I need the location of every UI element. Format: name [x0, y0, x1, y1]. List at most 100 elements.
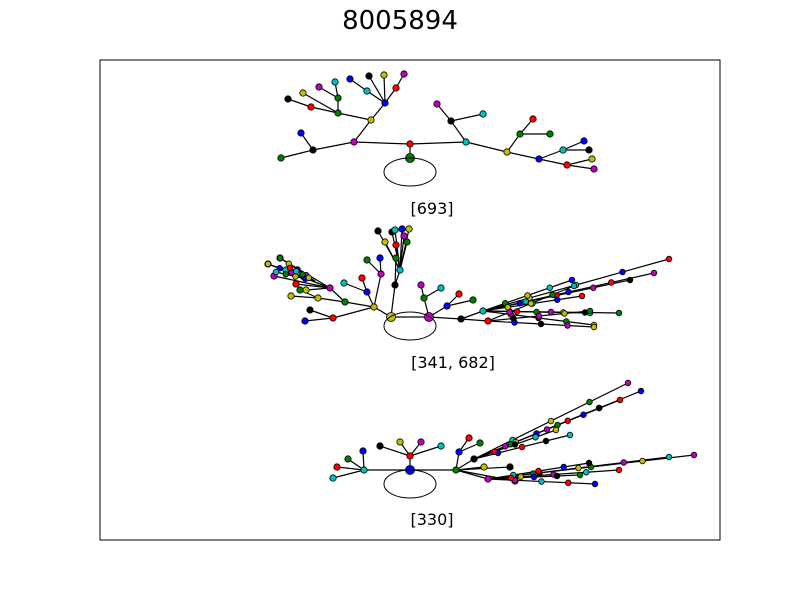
tree-node — [360, 466, 368, 474]
plot-frame — [99, 59, 721, 541]
tree-node — [447, 117, 455, 125]
tree-edge — [379, 445, 411, 457]
fan-node — [690, 451, 698, 459]
tree-node — [367, 116, 375, 124]
fan-node — [518, 443, 526, 451]
tree-edge — [343, 282, 368, 293]
tree-edge — [394, 257, 397, 286]
fan-node — [272, 268, 280, 276]
tree-node — [437, 284, 445, 292]
tree-node — [403, 238, 411, 246]
fan-node — [565, 288, 572, 296]
tree-edge — [383, 74, 386, 104]
tree-node — [365, 72, 373, 80]
fan-node — [513, 308, 521, 315]
fan-node — [586, 307, 594, 315]
tree-edge — [506, 151, 540, 160]
tree-node — [506, 463, 514, 471]
tree-node — [400, 70, 408, 78]
fan-node — [615, 309, 623, 317]
tree-node — [417, 438, 425, 446]
tree-edge — [390, 284, 396, 318]
tree-node — [546, 130, 554, 138]
fan-node — [624, 379, 632, 387]
tree-node — [359, 447, 367, 455]
tree-node — [406, 452, 414, 460]
root-loop-1 — [383, 157, 437, 187]
fan-node — [276, 254, 284, 262]
tree-node — [299, 89, 307, 97]
fan-node — [626, 276, 634, 284]
fan-node — [580, 411, 587, 418]
tree-node — [334, 94, 342, 102]
tree-node — [437, 442, 445, 450]
tree-node — [417, 281, 425, 289]
fan-node — [637, 387, 645, 395]
fan-node — [553, 472, 561, 480]
fan-node — [506, 309, 513, 316]
tree-edge — [368, 75, 386, 104]
fan-node — [547, 417, 555, 425]
tree-node — [420, 294, 428, 302]
tree-edge — [458, 442, 481, 453]
tree-edge — [302, 92, 339, 114]
tree-node — [469, 296, 477, 304]
tree-node — [480, 463, 488, 471]
tree-edge — [566, 164, 595, 170]
tree-node — [396, 438, 404, 446]
tree-node — [381, 238, 389, 246]
tree-node — [381, 99, 389, 107]
tree-node — [476, 439, 484, 447]
tree-node — [455, 290, 463, 298]
tree-node — [392, 241, 400, 249]
tree-node — [590, 165, 598, 173]
fan-node — [535, 312, 543, 320]
tree-edge — [399, 241, 408, 271]
fan-node — [292, 273, 299, 280]
tree-edge — [344, 301, 375, 308]
tree-node — [301, 317, 309, 325]
fan-node — [665, 255, 673, 263]
fan-node — [564, 322, 571, 329]
tree-edge — [450, 120, 467, 143]
fan-node — [585, 459, 593, 467]
tree-node — [391, 281, 399, 289]
tree-node — [455, 448, 463, 456]
tree-edge — [465, 141, 508, 153]
tree-edge — [370, 102, 386, 121]
fan-node — [575, 464, 582, 472]
tree-edge — [409, 445, 442, 457]
tree-node — [329, 474, 337, 482]
fan-node — [535, 467, 542, 475]
tree-edge — [538, 149, 564, 160]
tree-edge — [310, 106, 339, 114]
tree-edge — [446, 299, 474, 307]
panel-label-3: [330] — [410, 510, 453, 529]
tree-edge — [312, 141, 355, 151]
fan-node — [591, 480, 599, 488]
tree-edge — [318, 86, 339, 99]
fan-node — [276, 265, 283, 272]
tree-edge — [337, 112, 372, 121]
tree-node — [391, 226, 399, 234]
tree-node — [405, 225, 413, 233]
fan-node — [568, 276, 576, 284]
tree-edge — [353, 141, 411, 145]
tree-node — [363, 87, 371, 95]
tree-node — [287, 292, 295, 300]
tree-node — [479, 307, 487, 315]
fan-node — [507, 474, 515, 482]
fan-node — [510, 315, 517, 322]
tree-edge — [287, 98, 312, 108]
fan-node — [522, 298, 529, 305]
tree-node — [535, 155, 543, 163]
tree-node — [585, 146, 593, 154]
tree-node — [400, 232, 408, 240]
tree-edge — [304, 317, 334, 322]
fan-node — [595, 404, 603, 412]
fan-node — [650, 269, 658, 277]
tree-node — [350, 138, 358, 146]
tree-edge — [280, 149, 314, 159]
tree-node — [340, 279, 348, 287]
